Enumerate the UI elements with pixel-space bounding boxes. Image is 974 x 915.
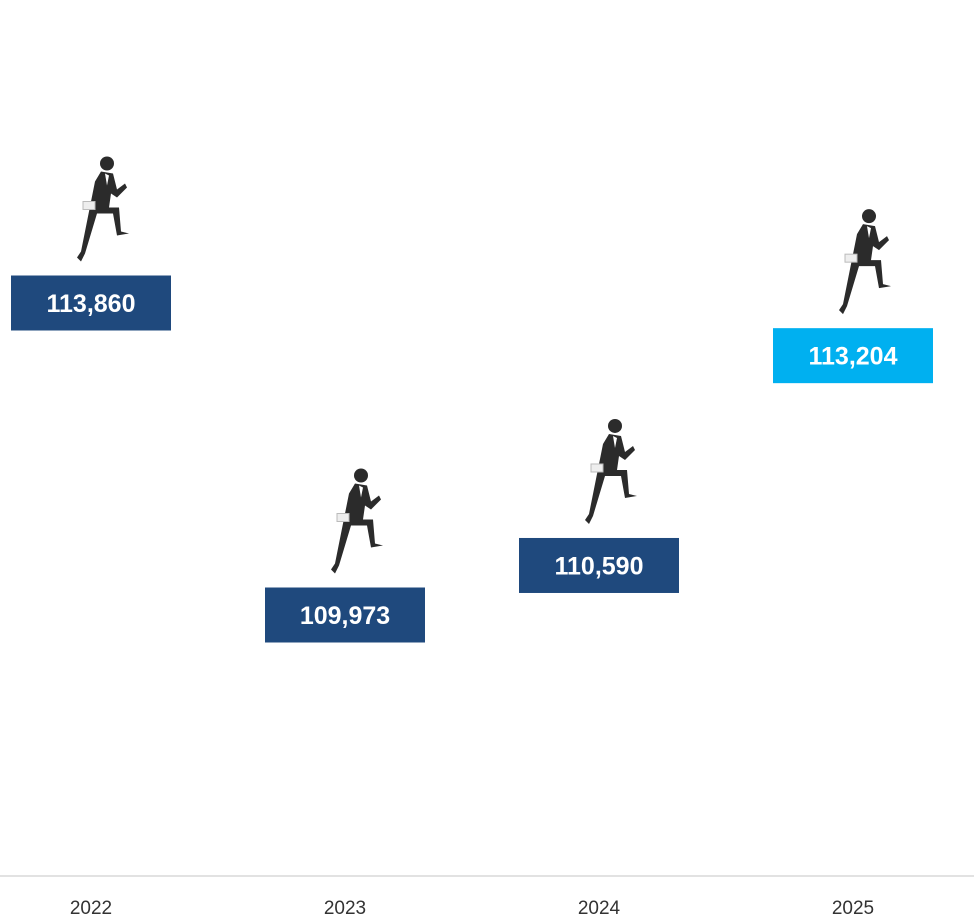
value-label: 113,204 <box>809 343 898 371</box>
runner-shirt <box>613 435 617 448</box>
runner-shirt <box>105 173 109 186</box>
runner-head <box>354 468 368 483</box>
runner-body <box>331 483 383 574</box>
runner-body <box>839 224 891 315</box>
x-tick-label: 2024 <box>578 898 621 915</box>
runner-shirt <box>359 485 363 498</box>
value-label: 113,860 <box>47 290 136 318</box>
runner-head <box>100 156 114 171</box>
x-tick-label: 2023 <box>324 898 366 915</box>
value-box <box>265 587 425 643</box>
runner-icon <box>331 468 383 574</box>
value-box <box>773 328 933 384</box>
value-box <box>519 537 679 593</box>
runner-head <box>862 209 876 224</box>
value-label: 109,973 <box>300 602 390 630</box>
runner-shirt <box>867 226 871 239</box>
runner-body <box>77 171 129 262</box>
runner-paper <box>590 463 604 473</box>
runner-icon <box>77 156 129 262</box>
runner-body <box>585 433 637 524</box>
value-label: 110,590 <box>555 552 644 580</box>
runner-paper <box>844 253 858 263</box>
runner-head <box>608 418 622 433</box>
x-tick-label: 2025 <box>832 898 874 915</box>
x-tick-label: 2022 <box>70 898 112 915</box>
value-box <box>11 275 171 331</box>
runner-paper <box>336 513 350 522</box>
runner-paper <box>82 201 96 210</box>
runner-icon <box>839 209 891 315</box>
runner-icon <box>585 418 637 524</box>
